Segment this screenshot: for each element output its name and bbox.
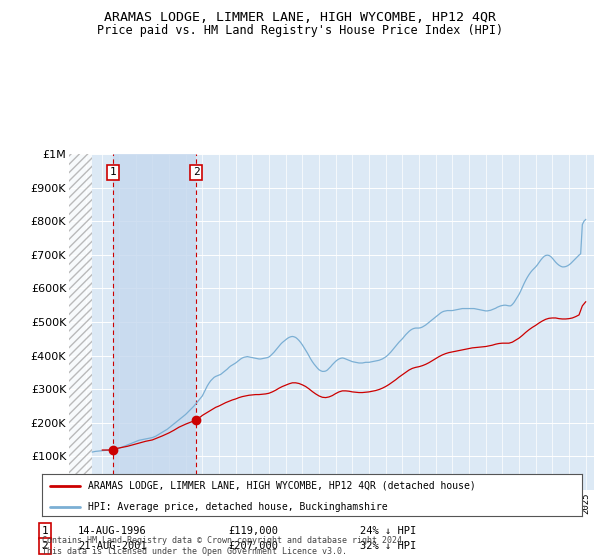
Text: HPI: Average price, detached house, Buckinghamshire: HPI: Average price, detached house, Buck…	[88, 502, 388, 512]
Text: Contains HM Land Registry data © Crown copyright and database right 2024.
This d: Contains HM Land Registry data © Crown c…	[42, 536, 407, 556]
Text: £119,000: £119,000	[228, 526, 278, 536]
Text: 14-AUG-1996: 14-AUG-1996	[78, 526, 147, 536]
Bar	[113, 154, 196, 490]
Text: ARAMAS LODGE, LIMMER LANE, HIGH WYCOMBE, HP12 4QR (detached house): ARAMAS LODGE, LIMMER LANE, HIGH WYCOMBE,…	[88, 480, 476, 491]
Text: 2: 2	[41, 541, 49, 551]
Text: ARAMAS LODGE, LIMMER LANE, HIGH WYCOMBE, HP12 4QR: ARAMAS LODGE, LIMMER LANE, HIGH WYCOMBE,…	[104, 11, 496, 24]
Text: 24% ↓ HPI: 24% ↓ HPI	[360, 526, 416, 536]
Text: 1: 1	[41, 526, 49, 536]
Bar	[69, 154, 92, 490]
Text: 32% ↓ HPI: 32% ↓ HPI	[360, 541, 416, 551]
Text: 2: 2	[193, 167, 199, 178]
Text: £207,000: £207,000	[228, 541, 278, 551]
Text: 21-AUG-2001: 21-AUG-2001	[78, 541, 147, 551]
Text: Price paid vs. HM Land Registry's House Price Index (HPI): Price paid vs. HM Land Registry's House …	[97, 24, 503, 36]
Text: 1: 1	[109, 167, 116, 178]
